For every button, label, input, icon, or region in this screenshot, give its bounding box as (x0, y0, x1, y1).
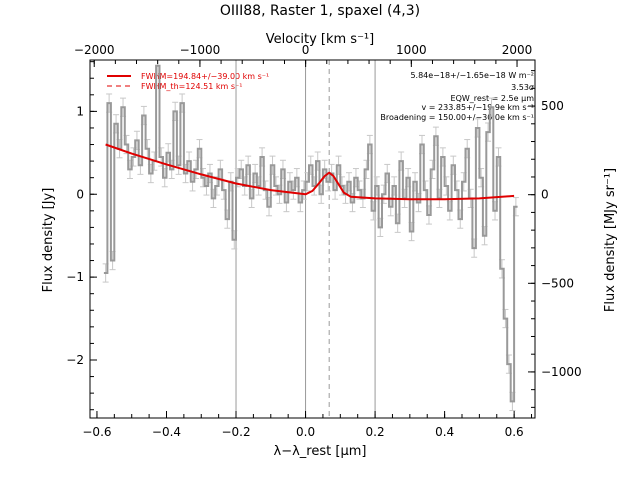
legend-fwhm-label: FWHM=194.84+/−39.00 km s⁻¹ (141, 72, 269, 81)
legend-fwhm-th-label: FWHM_th=124.51 km s⁻¹ (141, 82, 242, 91)
bottom-tick-label: 0.4 (435, 425, 454, 439)
bottom-axis-label: λ−λ_rest [μm] (274, 444, 367, 459)
line-flux-annotation: 5.84e−18+/−1.65e−18 W m⁻² (410, 71, 534, 80)
right-tick-label: −500 (541, 276, 574, 290)
plot-frame (89, 59, 536, 419)
bottom-tick-label: −0.4 (152, 425, 181, 439)
bottom-tick-label: 0.6 (505, 425, 524, 439)
top-tick-label: 0 (302, 43, 310, 57)
right-tick-label: 500 (541, 99, 564, 113)
bottom-tick-label: −0.2 (221, 425, 250, 439)
right-tick-label: 0 (541, 188, 549, 202)
velocity-annotation: v = 233.85+/−19.9e km s⁻¹ (422, 103, 534, 112)
plot-data-group (102, 60, 519, 412)
legend: FWHM=194.84+/−39.00 km s⁻¹ FWHM_th=124.5… (107, 72, 269, 91)
fit-series (105, 143, 515, 201)
annotation-block: 5.84e−18+/−1.65e−18 W m⁻² 3.53σ EQW_rest… (380, 71, 534, 122)
top-tick-label: −2000 (74, 43, 115, 57)
top-tick-label: 1000 (396, 43, 427, 57)
left-tick-label: −1 (66, 270, 84, 284)
left-tick-label: −2 (66, 353, 84, 367)
broadening-annotation: Broadening = 150.00+/−30.0e km s⁻¹ (380, 113, 534, 122)
bottom-tick-label: −0.6 (82, 425, 111, 439)
bottom-tick-label: 0.2 (366, 425, 385, 439)
bottom-tick-label: 0.0 (296, 425, 315, 439)
chart-title: OIII88, Raster 1, spaxel (4,3) (220, 3, 420, 19)
left-tick-label: 1 (76, 104, 84, 118)
right-tick-label: −1000 (541, 365, 582, 379)
top-tick-label: 2000 (502, 43, 533, 57)
left-axis-label: Flux density [Jy] (41, 188, 56, 293)
left-tick-label: 0 (76, 187, 84, 201)
significance-annotation: 3.53σ (511, 83, 534, 92)
right-axis-label: Flux density [MJy sr⁻¹] (603, 168, 618, 312)
top-tick-label: −1000 (180, 43, 221, 57)
top-axis-label: Velocity [km s⁻¹] (266, 32, 374, 47)
